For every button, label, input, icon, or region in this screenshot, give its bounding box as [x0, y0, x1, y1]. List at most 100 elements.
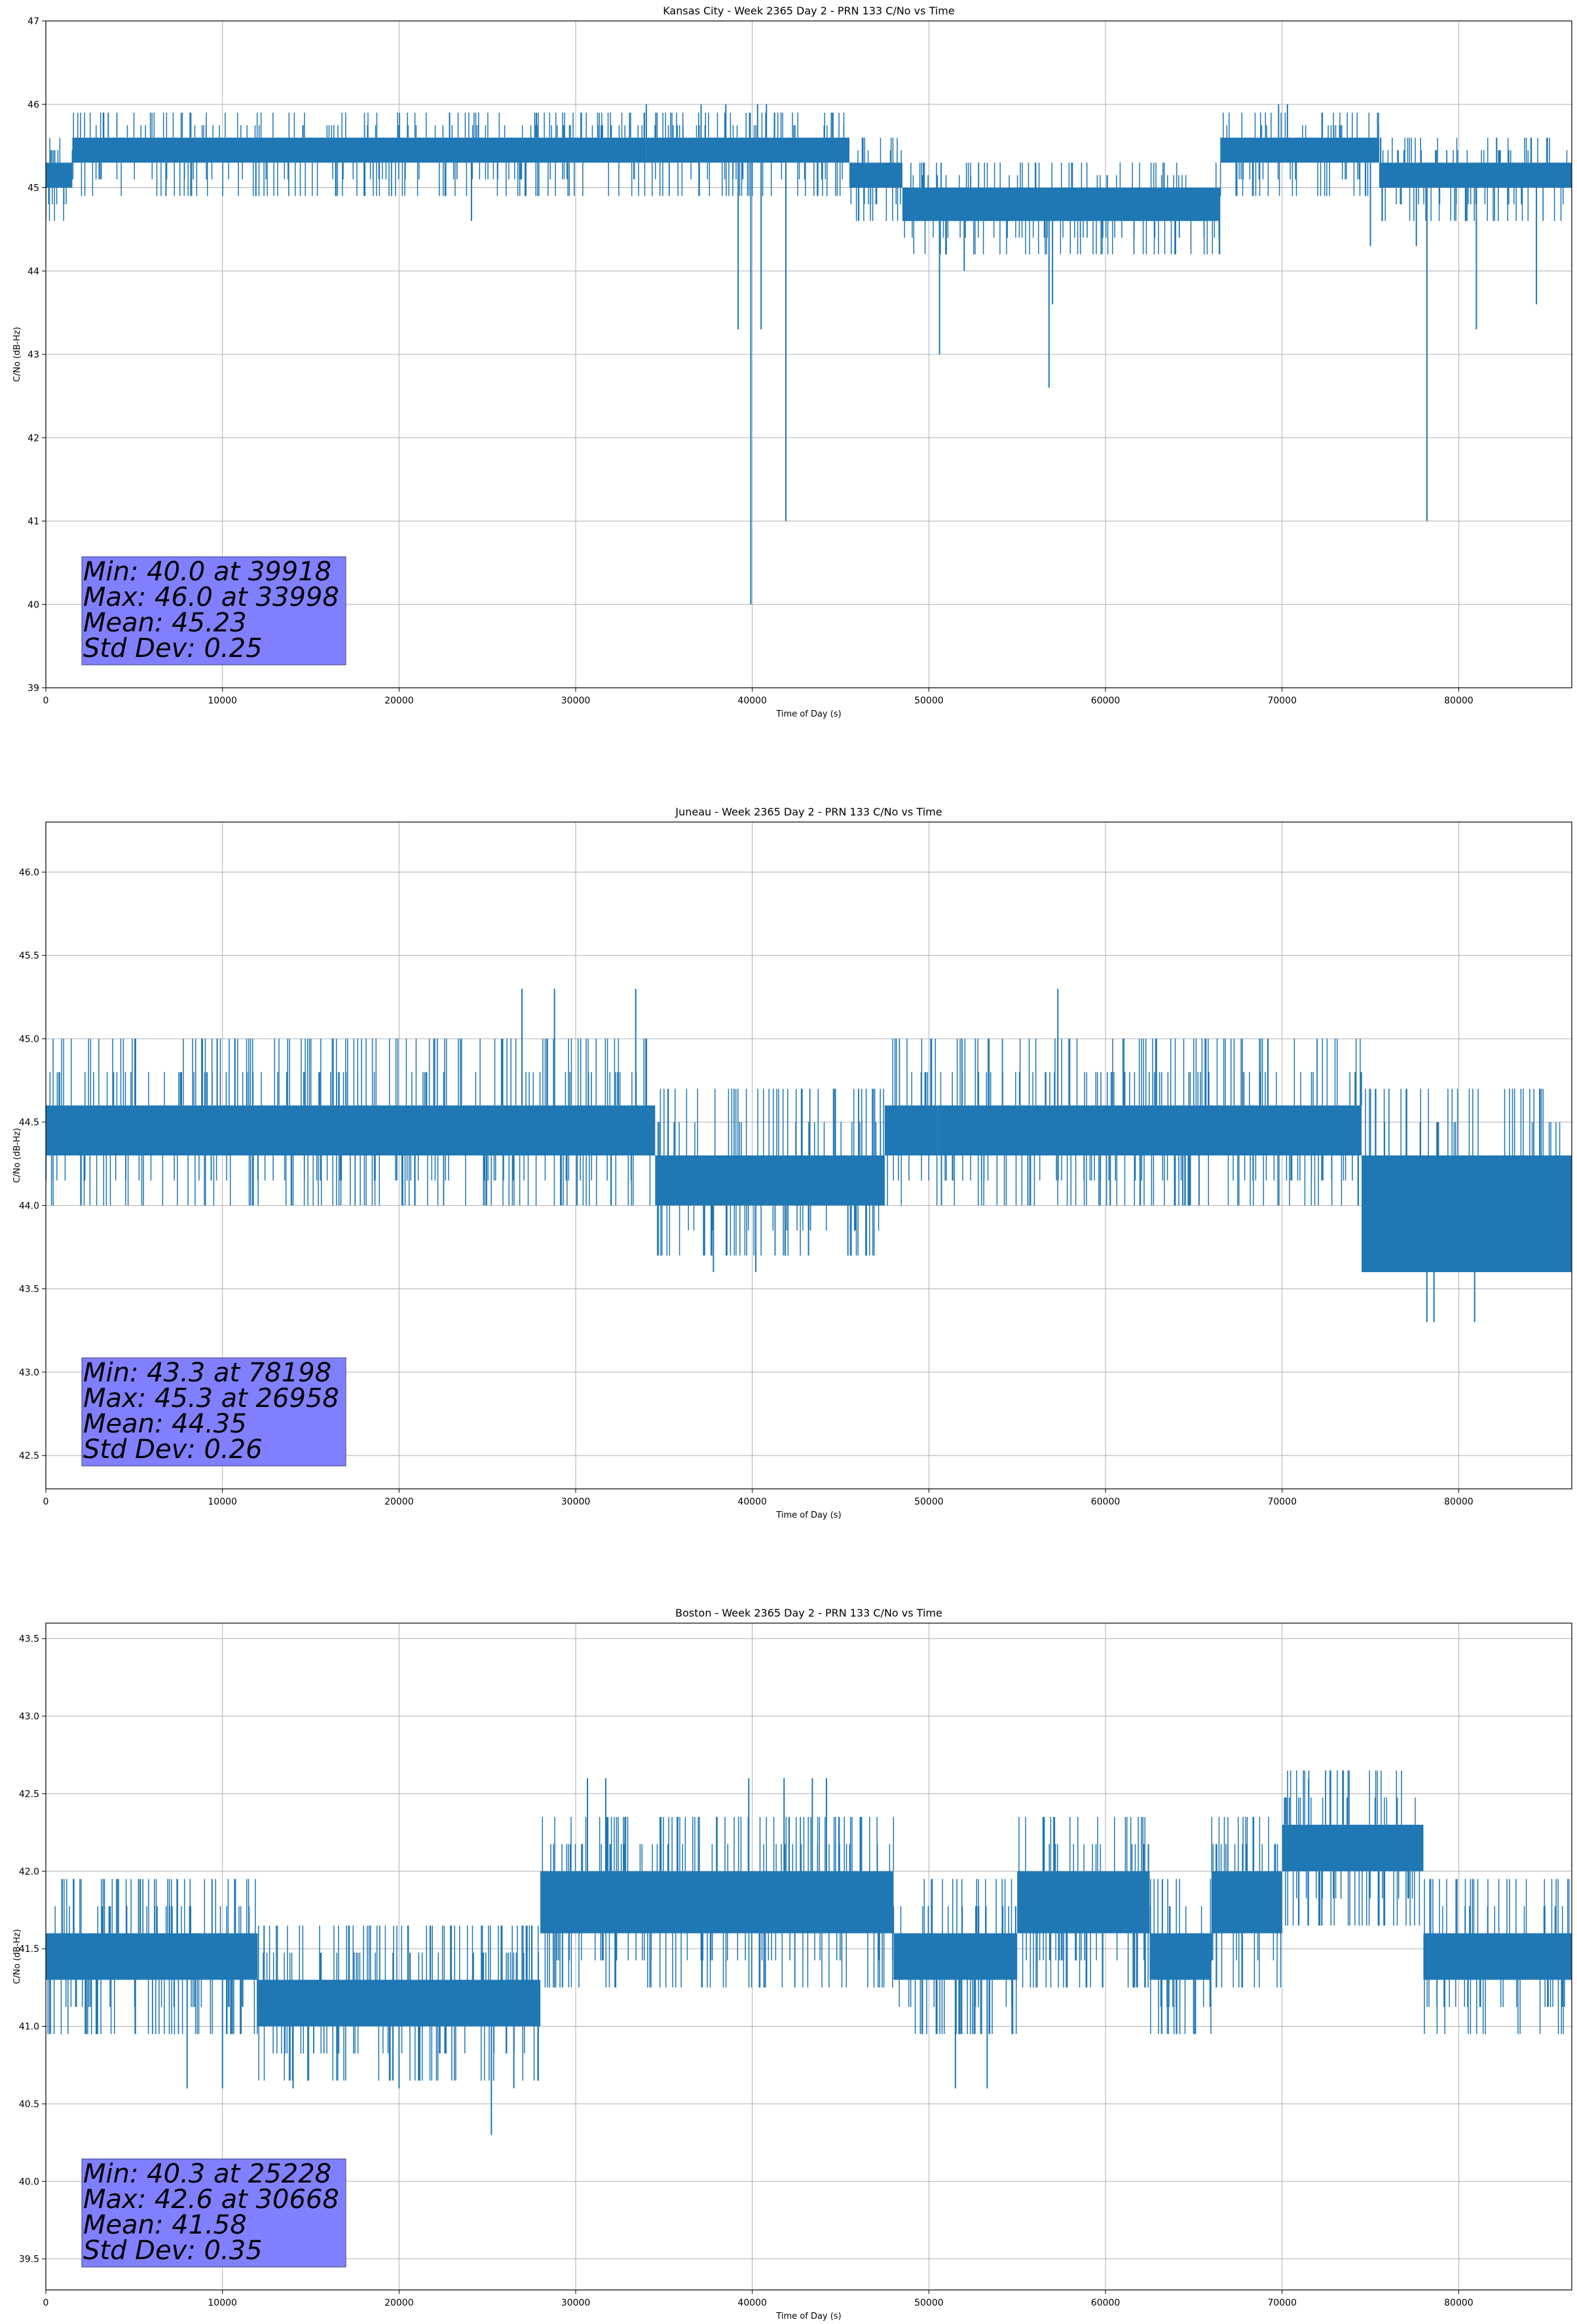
- x-tick-label: 30000: [561, 1497, 591, 1507]
- x-axis-label: Time of Day (s): [775, 2312, 841, 2321]
- cno-band: [257, 1979, 541, 2027]
- chart-title: Boston - Week 2365 Day 2 - PRN 133 C/No …: [675, 1607, 942, 1619]
- cno-band: [46, 1105, 656, 1155]
- y-tick-label: 40: [28, 600, 39, 610]
- stats-mean: Mean: 44.35: [83, 1409, 247, 1439]
- x-tick-label: 20000: [384, 1497, 414, 1507]
- y-tick-label: 46.0: [19, 867, 39, 878]
- cno-band: [1220, 138, 1380, 163]
- cno-band: [655, 1155, 885, 1206]
- y-tick-label: 44: [28, 267, 39, 277]
- cno-band: [46, 1933, 258, 1980]
- y-tick-label: 43.0: [19, 1368, 39, 1378]
- stats-box-background: [81, 1357, 346, 1467]
- stats-mean: Mean: 41.58: [83, 2210, 247, 2240]
- y-tick-label: 41.5: [19, 1944, 39, 1955]
- cno-band: [1362, 1205, 1572, 1273]
- cno-band: [1282, 1824, 1424, 1871]
- chart-panel-1: 0 10000 20000 30000 40000 50000 60000 70000 8000…: [12, 5, 1572, 719]
- x-tick-label: 50000: [914, 696, 944, 706]
- chart-title: Kansas City - Week 2365 Day 2 - PRN 133 …: [663, 5, 954, 17]
- cno-band: [1149, 1933, 1212, 1980]
- y-tick-label: 45.5: [19, 951, 39, 962]
- stats-max: Max: 45.3 at 26958: [83, 1383, 339, 1414]
- x-tick-label: 20000: [384, 696, 414, 706]
- y-tick-label: 44.0: [19, 1201, 39, 1211]
- cno-band: [540, 1871, 894, 1934]
- y-tick-label: 45: [28, 183, 39, 194]
- y-tick-label: 47: [28, 16, 39, 27]
- x-tick-label: 40000: [737, 2298, 767, 2308]
- cno-band: [849, 162, 902, 188]
- chart-panel-3: 0 10000 20000 30000 40000 50000 60000 70000 8000…: [12, 1607, 1572, 2321]
- cno-noise: [46, 113, 1568, 255]
- cno-band: [1211, 1871, 1282, 1934]
- y-tick-label: 44.5: [19, 1117, 39, 1128]
- y-tick-label: 39.5: [19, 2255, 39, 2265]
- x-tick-label: 80000: [1444, 2298, 1474, 2308]
- x-tick-label: 10000: [208, 696, 237, 706]
- x-tick-label: 70000: [1267, 2298, 1297, 2308]
- stats-std: Std Dev: 0.26: [83, 1434, 263, 1465]
- chart-panel-2: 0 10000 20000 30000 40000 50000 60000 70000 8000…: [12, 806, 1572, 1520]
- y-tick-label: 40.5: [19, 2099, 39, 2110]
- x-tick-label: 70000: [1267, 696, 1297, 706]
- x-axis-label: Time of Day (s): [775, 709, 841, 719]
- cno-band: [72, 138, 646, 163]
- x-tick-label: 50000: [914, 2298, 944, 2308]
- x-tick-label: 20000: [384, 2298, 414, 2308]
- x-tick-label: 60000: [1091, 2298, 1121, 2308]
- axes-frame: [45, 1622, 1572, 2291]
- y-tick-label: 41: [28, 517, 39, 527]
- x-tick-label: 80000: [1444, 696, 1474, 706]
- stats-mean: Mean: 45.23: [83, 608, 247, 638]
- cno-band: [1362, 1155, 1572, 1206]
- cno-band: [646, 138, 850, 163]
- axes-frame: [45, 821, 1572, 1490]
- x-tick-label: 30000: [561, 696, 591, 706]
- y-tick-label: 42.0: [19, 1867, 39, 1877]
- x-tick-label: 30000: [561, 2298, 591, 2308]
- stats-max: Max: 42.6 at 30668: [83, 2184, 339, 2215]
- cno-noise: [46, 1038, 1571, 1256]
- y-tick-label: 46: [28, 100, 39, 110]
- cno-band: [1017, 1871, 1150, 1934]
- x-tick-label: 60000: [1091, 696, 1121, 706]
- stats-std: Std Dev: 0.25: [83, 633, 263, 664]
- stats-box-background: [81, 2158, 346, 2268]
- x-tick-label: 10000: [208, 2298, 237, 2308]
- y-axis-label: C/No (dB-Hz): [12, 327, 22, 382]
- y-tick-label: 39: [28, 683, 39, 694]
- x-tick-label: 0: [43, 2298, 49, 2308]
- y-tick-label: 42.5: [19, 1451, 39, 1461]
- y-tick-label: 42: [28, 433, 39, 443]
- x-tick-label: 0: [43, 696, 49, 706]
- y-tick-label: 41.0: [19, 2022, 39, 2033]
- cno-band: [1423, 1933, 1572, 1980]
- x-tick-label: 60000: [1091, 1497, 1121, 1507]
- y-tick-label: 45.0: [19, 1034, 39, 1045]
- y-axis-label: C/No (dB-Hz): [12, 1128, 22, 1183]
- x-tick-label: 10000: [208, 1497, 237, 1507]
- stats-box-background: [81, 556, 346, 665]
- cno-band: [884, 1105, 938, 1155]
- series-line: [46, 988, 1572, 1322]
- cno-band: [902, 187, 1221, 221]
- chart-title: Juneau - Week 2365 Day 2 - PRN 133 C/No …: [675, 806, 942, 818]
- cno-band: [46, 162, 73, 188]
- cno-band: [893, 1933, 1018, 1980]
- stats-std: Std Dev: 0.35: [83, 2236, 263, 2266]
- x-tick-label: 40000: [737, 696, 767, 706]
- y-tick-label: 43.5: [19, 1634, 39, 1645]
- x-axis-label: Time of Day (s): [775, 1510, 841, 1520]
- stats-min: Min: 43.3 at 78198: [83, 1358, 331, 1388]
- x-tick-label: 70000: [1267, 1497, 1297, 1507]
- y-axis-label: C/No (dB-Hz): [12, 1929, 22, 1984]
- stats-min: Min: 40.3 at 25228: [83, 2159, 331, 2189]
- cno-band: [937, 1105, 1362, 1155]
- series-line: [46, 1770, 1572, 2135]
